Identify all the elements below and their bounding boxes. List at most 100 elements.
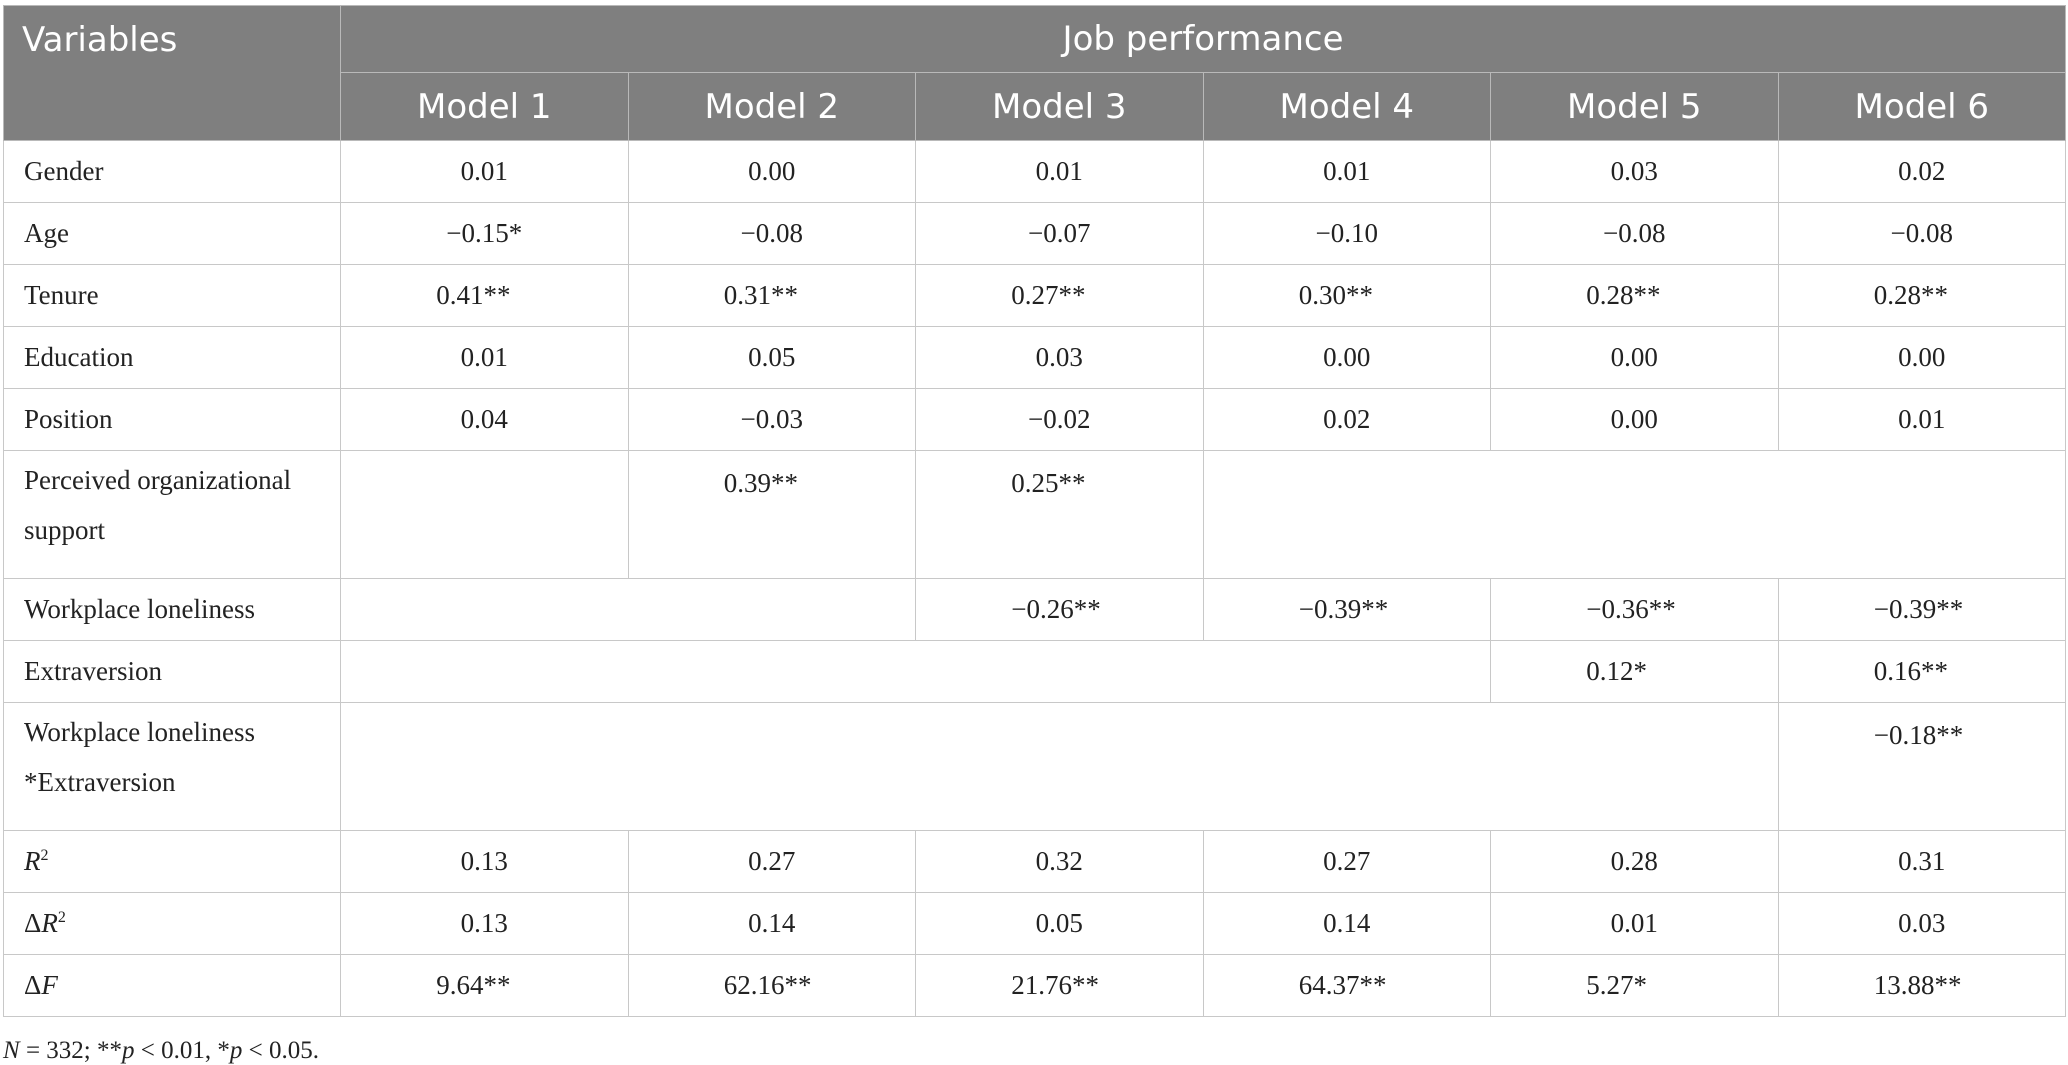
cell-age-m4: −0.10 [1202,202,1491,265]
row-label-position: Position [3,388,341,451]
cell-r2-m2: 0.27 [627,830,916,893]
table-row-perceived-organizational-support: Perceived organizational support 0.39** 0… [3,450,2067,579]
table-row-age: Age −0.15* −0.08 −0.07 −0.10 −0.08 −0.08 [3,202,2067,265]
cell-education-m4: 0.00 [1202,326,1491,389]
cell-dr2-m2: 0.14 [627,892,916,955]
value-df-m3: 21.76** [1011,970,1099,1000]
row-label-workplace-loneliness: Workplace loneliness [3,578,341,641]
delta-f-var: F [41,970,58,1000]
cell-r2-m5: 0.28 [1490,830,1779,893]
pos-label-line-2: support [24,515,105,545]
value-extraversion-m5: 0.12* [1586,656,1647,686]
cell-gender-m2: 0.00 [627,140,916,203]
cell-extraversion-m5: 0.12* [1490,640,1779,703]
cell-interaction-m1-m5-empty [340,702,1779,831]
regression-table: Variables Job performance Model 1 Model … [3,5,2067,1017]
cell-r2-m4: 0.27 [1202,830,1491,893]
cell-r2-m3: 0.32 [915,830,1204,893]
delta-symbol: Δ [24,908,42,938]
value-tenure-m3: 0.27** [1011,280,1086,310]
cell-gender-m5: 0.03 [1490,140,1779,203]
cell-dr2-m1: 0.13 [340,892,629,955]
cell-position-m4: 0.02 [1202,388,1491,451]
pos-label-line-1: Perceived organizational [24,465,292,495]
interaction-label-line-2: *Extraversion [24,767,176,797]
cell-tenure-m3: 0.27** [915,264,1204,327]
value-tenure-m6: 0.28** [1873,280,1949,310]
value-tenure-m4: 0.30** [1298,280,1373,310]
row-label-extraversion: Extraversion [3,640,341,703]
table-row-tenure: Tenure 0.41** 0.31** 0.27** 0.30** 0.28*… [3,264,2067,327]
cell-tenure-m5: 0.28** [1490,264,1779,327]
model-1-header: Model 1 [340,72,629,141]
value-pos-m2: 0.39** [723,468,798,498]
cell-df-m4: 64.37** [1202,954,1491,1017]
r-squared-sup: 2 [40,847,49,864]
value-tenure-m2: 0.31** [723,280,798,310]
model-3-header: Model 3 [915,72,1204,141]
delta-f-symbol: Δ [24,970,42,1000]
cell-position-m5: 0.00 [1490,388,1779,451]
value-loneliness-m6: −0.39** [1873,594,1964,624]
cell-dr2-m4: 0.14 [1202,892,1491,955]
header-row-group: Variables Job performance [3,5,2067,141]
value-df-m2: 62.16** [723,970,812,1000]
cell-education-m2: 0.05 [627,326,916,389]
value-df-m6: 13.88** [1873,970,1962,1000]
note-p2-text: < 0.05. [242,1037,319,1064]
note-p1-text: < 0.01, * [134,1037,230,1064]
value-interaction-m6: −0.18** [1873,720,1964,750]
value-pos-m3: 0.25** [1011,468,1086,498]
cell-loneliness-m3: −0.26** [915,578,1204,641]
cell-dr2-m3: 0.05 [915,892,1204,955]
cell-position-m2: −0.03 [627,388,916,451]
cell-position-m1: 0.04 [340,388,629,451]
cell-pos-m1-empty [340,450,629,579]
cell-pos-m2: 0.39** [627,450,916,579]
table-row-delta-f: ΔF 9.64** 62.16** 21.76** 64.37** 5.27* … [3,954,2067,1017]
table-row-extraversion: Extraversion 0.12* 0.16** [3,640,2067,703]
value-loneliness-m4: −0.39** [1298,594,1389,624]
value-tenure-m5: 0.28** [1586,280,1661,310]
variables-header: Variables [3,5,341,141]
model-5-header: Model 5 [1490,72,1779,141]
row-label-r-squared: R2 [3,830,341,893]
cell-age-m1: −0.15* [340,202,629,265]
cell-extraversion-m1-m4-empty [340,640,1491,703]
cell-loneliness-m4: −0.39** [1202,578,1491,641]
cell-dr2-m5: 0.01 [1490,892,1779,955]
table-row-interaction: Workplace loneliness *Extraversion −0.18*… [3,702,2067,831]
cell-education-m1: 0.01 [340,326,629,389]
job-performance-header: Job performance [339,5,2067,73]
cell-age-m2: −0.08 [627,202,916,265]
cell-df-m6: 13.88** [1777,954,2067,1017]
row-label-age: Age [3,202,341,265]
row-label-interaction: Workplace loneliness *Extraversion [3,702,341,831]
cell-pos-m4-m6-empty [1202,450,2067,579]
cell-education-m5: 0.00 [1490,326,1779,389]
cell-gender-m1: 0.01 [340,140,629,203]
value-loneliness-m5: −0.36** [1586,594,1676,624]
note-n-text: = 332; ** [19,1037,122,1064]
interaction-label-line-1: Workplace loneliness [24,717,256,747]
cell-age-m5: −0.08 [1490,202,1779,265]
r-var: R [24,846,41,876]
cell-education-m6: 0.00 [1777,326,2067,389]
cell-df-m3: 21.76** [915,954,1204,1017]
row-label-delta-r-squared: ΔR2 [3,892,341,955]
value-extraversion-m6: 0.16** [1873,656,1949,686]
note-p1-var: p [121,1037,135,1064]
cell-age-m6: −0.08 [1777,202,2067,265]
cell-position-m3: −0.02 [915,388,1204,451]
cell-position-m6: 0.01 [1777,388,2067,451]
cell-gender-m4: 0.01 [1202,140,1491,203]
cell-loneliness-m6: −0.39** [1777,578,2067,641]
model-4-header: Model 4 [1202,72,1491,141]
table-row-r-squared: R2 0.13 0.27 0.32 0.27 0.28 0.31 [3,830,2067,893]
value-tenure-m1: 0.41** [436,280,511,310]
value-loneliness-m3: −0.26** [1011,594,1101,624]
value-df-m4: 64.37** [1298,970,1387,1000]
note-p2-var: p [229,1037,243,1064]
table-row-position: Position 0.04 −0.03 −0.02 0.02 0.00 0.01 [3,388,2067,451]
model-6-header: Model 6 [1777,72,2067,141]
